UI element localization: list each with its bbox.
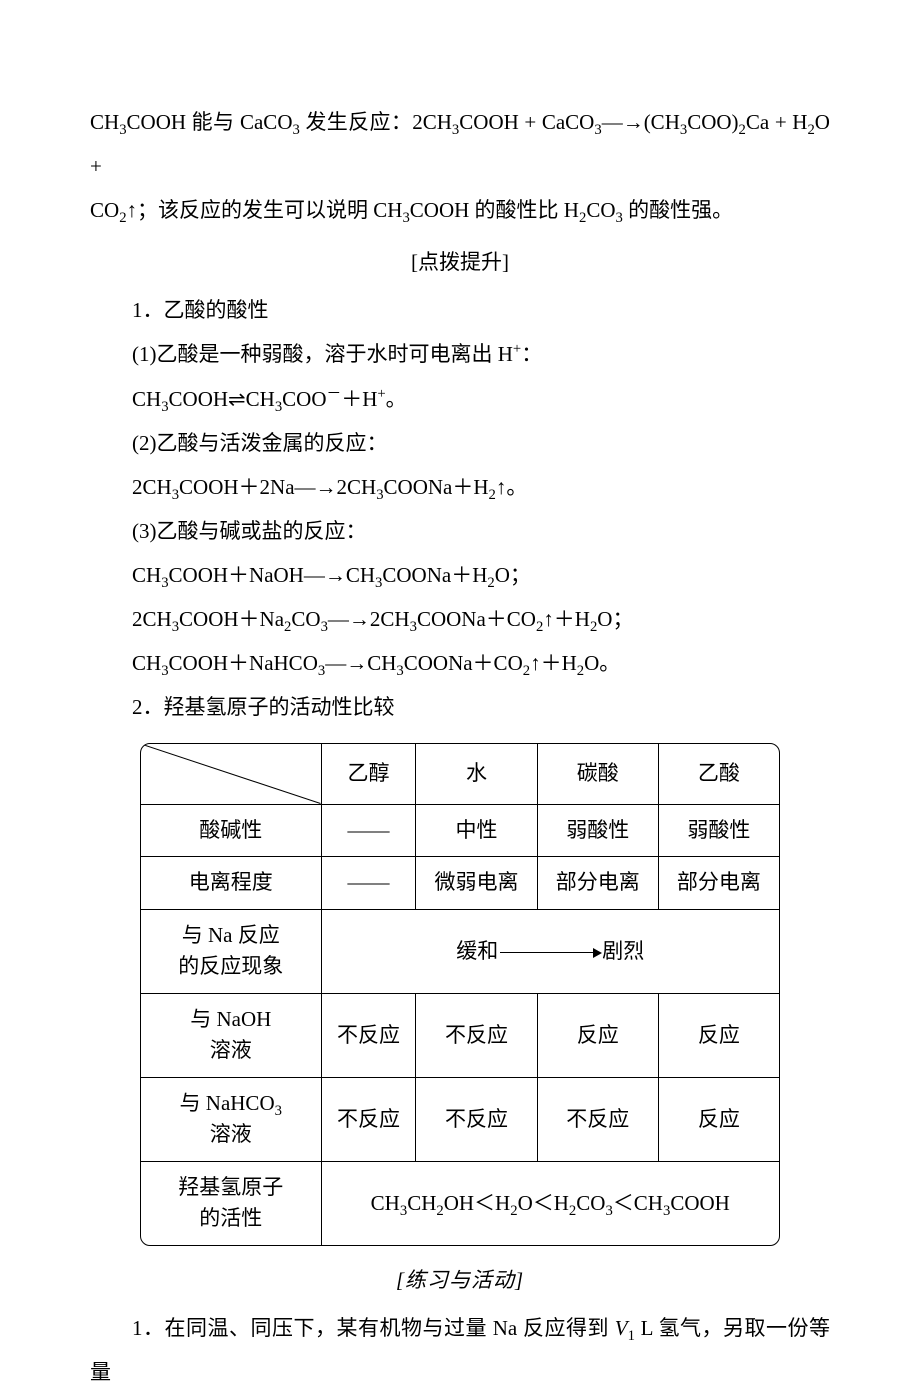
cell: 部分电离	[658, 857, 779, 910]
cell: ——	[321, 857, 416, 910]
row-naoh-label: 与 NaOH溶液	[141, 993, 321, 1077]
point-1-2: (2)乙酸与活泼金属的反应：	[90, 421, 830, 465]
col-ethanol: 乙醇	[321, 744, 416, 804]
cell: 不反应	[537, 1077, 658, 1161]
equation-na2co3: 2CH3COOH＋Na2CO3―→2CH3COONa＋CO2↑＋H2O；	[90, 597, 830, 641]
row-na-reaction-label: 与 Na 反应的反应现象	[141, 909, 321, 993]
table-row: 羟基氢原子的活性 CH3CH2OH＜H2O＜H2CO3＜CH3COOH	[141, 1161, 779, 1245]
table-row: 与 NaOH溶液 不反应 不反应 反应 反应	[141, 993, 779, 1077]
comparison-table-wrap: 乙醇 水 碳酸 乙酸 酸碱性 —— 中性 弱酸性 弱酸性 电离程度 —— 微弱电…	[140, 743, 780, 1246]
exercise-header: [练习与活动]	[90, 1258, 830, 1302]
cell: 不反应	[321, 993, 416, 1077]
point-2-title: 2．羟基氢原子的活动性比较	[90, 685, 830, 729]
cell: 反应	[658, 1077, 779, 1161]
cell: 不反应	[416, 1077, 537, 1161]
cell: ——	[321, 804, 416, 857]
cell: 反应	[658, 993, 779, 1077]
point-1-3: (3)乙酸与碱或盐的反应：	[90, 509, 830, 553]
equation-ionization: CH3COOH⇌CH3COO－＋H+。	[90, 377, 830, 421]
table-corner-cell	[141, 744, 321, 804]
cell: 不反应	[321, 1077, 416, 1161]
col-acetic-acid: 乙酸	[658, 744, 779, 804]
row-nahco3-label: 与 NaHCO3溶液	[141, 1077, 321, 1161]
cell: 微弱电离	[416, 857, 537, 910]
intro-line-1: CH3COOH 能与 CaCO3 发生反应：2CH3COOH + CaCO3―→…	[90, 100, 830, 188]
cell: 部分电离	[537, 857, 658, 910]
cell: 不反应	[416, 993, 537, 1077]
tips-header: [点拨提升]	[90, 240, 830, 284]
diagonal-line-icon	[141, 744, 321, 804]
col-carbonic-acid: 碳酸	[537, 744, 658, 804]
comparison-table: 乙醇 水 碳酸 乙酸 酸碱性 —— 中性 弱酸性 弱酸性 电离程度 —— 微弱电…	[141, 744, 779, 1245]
point-1-title: 1．乙酸的酸性	[90, 288, 830, 332]
table-header-row: 乙醇 水 碳酸 乙酸	[141, 744, 779, 804]
intro-line-2: CO2↑；该反应的发生可以说明 CH3COOH 的酸性比 H2CO3 的酸性强。	[90, 188, 830, 232]
table-row: 与 Na 反应的反应现象 缓和剧烈	[141, 909, 779, 993]
equation-na: 2CH3COOH＋2Na―→2CH3COONa＋H2↑。	[90, 465, 830, 509]
cell: 弱酸性	[537, 804, 658, 857]
table-row: 与 NaHCO3溶液 不反应 不反应 不反应 反应	[141, 1077, 779, 1161]
cell-merged-activity-order: CH3CH2OH＜H2O＜H2CO3＜CH3COOH	[321, 1161, 779, 1245]
cell: 中性	[416, 804, 537, 857]
equation-nahco3: CH3COOH＋NaHCO3―→CH3COONa＋CO2↑＋H2O。	[90, 641, 830, 685]
row-activity-label: 羟基氢原子的活性	[141, 1161, 321, 1245]
cell-merged-na-reaction: 缓和剧烈	[321, 909, 779, 993]
row-ionization-label: 电离程度	[141, 857, 321, 910]
exercise-1: 1．在同温、同压下，某有机物与过量 Na 反应得到 V1 L 氢气，另取一份等量	[90, 1306, 830, 1394]
table-row: 酸碱性 —— 中性 弱酸性 弱酸性	[141, 804, 779, 857]
point-1-1: (1)乙酸是一种弱酸，溶于水时可电离出 H+：	[90, 332, 830, 376]
table-row: 电离程度 —— 微弱电离 部分电离 部分电离	[141, 857, 779, 910]
cell: 反应	[537, 993, 658, 1077]
row-acidity-label: 酸碱性	[141, 804, 321, 857]
equation-naoh: CH3COOH＋NaOH―→CH3COONa＋H2O；	[90, 553, 830, 597]
col-water: 水	[416, 744, 537, 804]
cell: 弱酸性	[658, 804, 779, 857]
